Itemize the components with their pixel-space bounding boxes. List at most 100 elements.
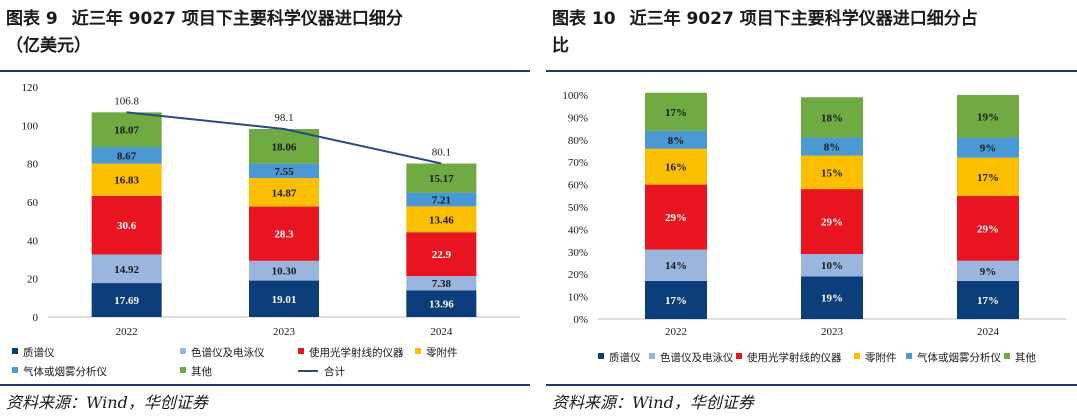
bar-data-label: 18.07	[114, 125, 139, 137]
bar-data-label: 8.67	[117, 150, 137, 162]
bar-segment	[645, 92, 707, 131]
bar-data-label: 8%	[824, 142, 841, 154]
legend-label: 质谱仪	[609, 351, 641, 364]
bar-data-label: 8%	[668, 135, 685, 147]
bar-data-label: 18.06	[272, 141, 297, 153]
bar-data-label: 17%	[977, 295, 999, 307]
y-tick-label: 100	[22, 120, 39, 132]
y-tick-label: 70%	[568, 157, 588, 169]
bar-segment	[406, 290, 477, 317]
bar-segment	[249, 260, 319, 281]
y-tick-label: 80%	[568, 135, 588, 147]
bar-data-label: 14.87	[272, 187, 297, 199]
bar-data-label: 19%	[977, 111, 999, 123]
bar-data-label: 16.83	[114, 175, 139, 187]
figure-10-chart: 0% 10% 20% 30% 40% 50% 60% 70% 80% 90% 100% 17% 14% 2…	[562, 90, 1066, 364]
bar-data-label: 19%	[821, 293, 843, 305]
figure-9-title: 图表 9 近三年 9027 项目下主要科学仪器进口细分 （亿美元）	[0, 0, 530, 66]
total-data-label: 98.1	[274, 112, 293, 124]
bar-segment	[406, 206, 477, 233]
bar-data-label: 10.30	[272, 266, 297, 278]
bar-data-label: 14.92	[114, 264, 139, 276]
bar-segment	[801, 137, 863, 156]
y-tick-label: 0%	[573, 314, 588, 326]
y-tick-label: 90%	[568, 112, 588, 124]
y-tick-label: 80	[27, 159, 39, 171]
bar-data-label: 15.17	[429, 173, 454, 185]
x-tick-label: 2023	[821, 326, 844, 338]
bar-segment	[406, 232, 477, 277]
legend-label: 色谱仪及电泳仪	[660, 351, 734, 364]
bar-data-label: 7.38	[432, 278, 452, 290]
y-tick-label: 50%	[568, 202, 588, 214]
y-tick-label: 120	[22, 82, 39, 94]
figure-10-panel: 图表 10 近三年 9027 项目下主要科学仪器进口细分占 比 0% 10% 20% 3…	[546, 0, 1077, 416]
y-tick-label: 10%	[568, 292, 588, 304]
bar-data-label: 17%	[665, 295, 687, 307]
bar-segment	[801, 254, 863, 277]
legend-swatch	[1004, 353, 1010, 359]
bar-segment	[249, 206, 319, 261]
bar-data-label: 7.21	[432, 194, 451, 206]
total-data-label: 80.1	[432, 146, 451, 158]
y-tick-label: 30%	[568, 247, 588, 259]
bar-data-label: 17%	[665, 107, 687, 119]
bar-segment	[91, 283, 162, 317]
bar-segment	[801, 97, 863, 138]
bar-segment	[645, 184, 707, 250]
bar-segment	[645, 148, 707, 185]
bar-segment	[91, 163, 162, 196]
bar-data-label: 19.01	[272, 294, 297, 306]
legend-swatch	[415, 348, 421, 354]
y-tick-label: 100%	[562, 90, 588, 102]
bar-segment	[957, 195, 1019, 261]
bar-segment	[957, 157, 1019, 196]
legend-label: 质谱仪	[23, 346, 55, 359]
y-tick-label: 40%	[568, 224, 588, 236]
bar-segment	[91, 254, 162, 284]
legend-swatch	[12, 348, 18, 354]
figure-9-title-line2: （亿美元）	[6, 36, 91, 56]
figure-9-title-line1: 近三年 9027 项目下主要科学仪器进口细分	[71, 9, 403, 29]
figure-10-source: 资料来源：Wind，华创证券	[552, 393, 754, 412]
bar-segment	[249, 163, 319, 179]
bar-data-label: 17%	[977, 172, 999, 184]
y-tick-label: 20	[27, 274, 39, 286]
bar-data-label: 7.55	[274, 166, 294, 178]
legend-label: 色谱仪及电泳仪	[191, 346, 265, 359]
legend-label: 使用光学射线的仪器	[309, 346, 404, 359]
bar-data-label: 13.96	[429, 299, 454, 311]
bar-segment	[406, 163, 477, 193]
bar-segment	[957, 137, 1019, 158]
bar-segment	[249, 178, 319, 207]
bar-segment	[645, 130, 707, 149]
bar-segment	[645, 249, 707, 281]
bar-segment	[801, 155, 863, 190]
bar-segment	[645, 280, 707, 319]
bar-data-label: 9%	[980, 143, 997, 155]
bar-segment	[91, 195, 162, 255]
bar-data-label: 14%	[665, 260, 687, 272]
bar-segment	[957, 280, 1019, 319]
legend-label: 合计	[324, 365, 345, 378]
legend-swatch	[12, 367, 18, 373]
x-tick-label: 2022	[116, 326, 138, 338]
legend-swatch	[180, 367, 186, 373]
bar-data-label: 15%	[821, 167, 843, 179]
bar-segment	[249, 280, 319, 317]
y-tick-label: 0	[33, 312, 39, 324]
bar-segment	[406, 276, 477, 291]
x-tick-label: 2023	[273, 326, 296, 338]
y-tick-label: 60	[27, 197, 39, 209]
bar-data-label: 28.3	[274, 229, 294, 241]
legend-label: 使用光学射线的仪器	[747, 351, 842, 364]
legend-swatch	[854, 353, 860, 359]
legend-label: 其他	[1015, 351, 1037, 364]
legend-label: 气体或烟雾分析仪	[23, 365, 107, 378]
figure-10-label: 图表 10	[552, 9, 616, 29]
figure-10-title-line2: 比	[552, 36, 569, 56]
figure-9-top-rule	[0, 70, 530, 72]
bar-data-label: 13.46	[429, 214, 454, 226]
x-tick-label: 2024	[430, 326, 453, 338]
figure-9-label: 图表 9	[6, 9, 58, 29]
